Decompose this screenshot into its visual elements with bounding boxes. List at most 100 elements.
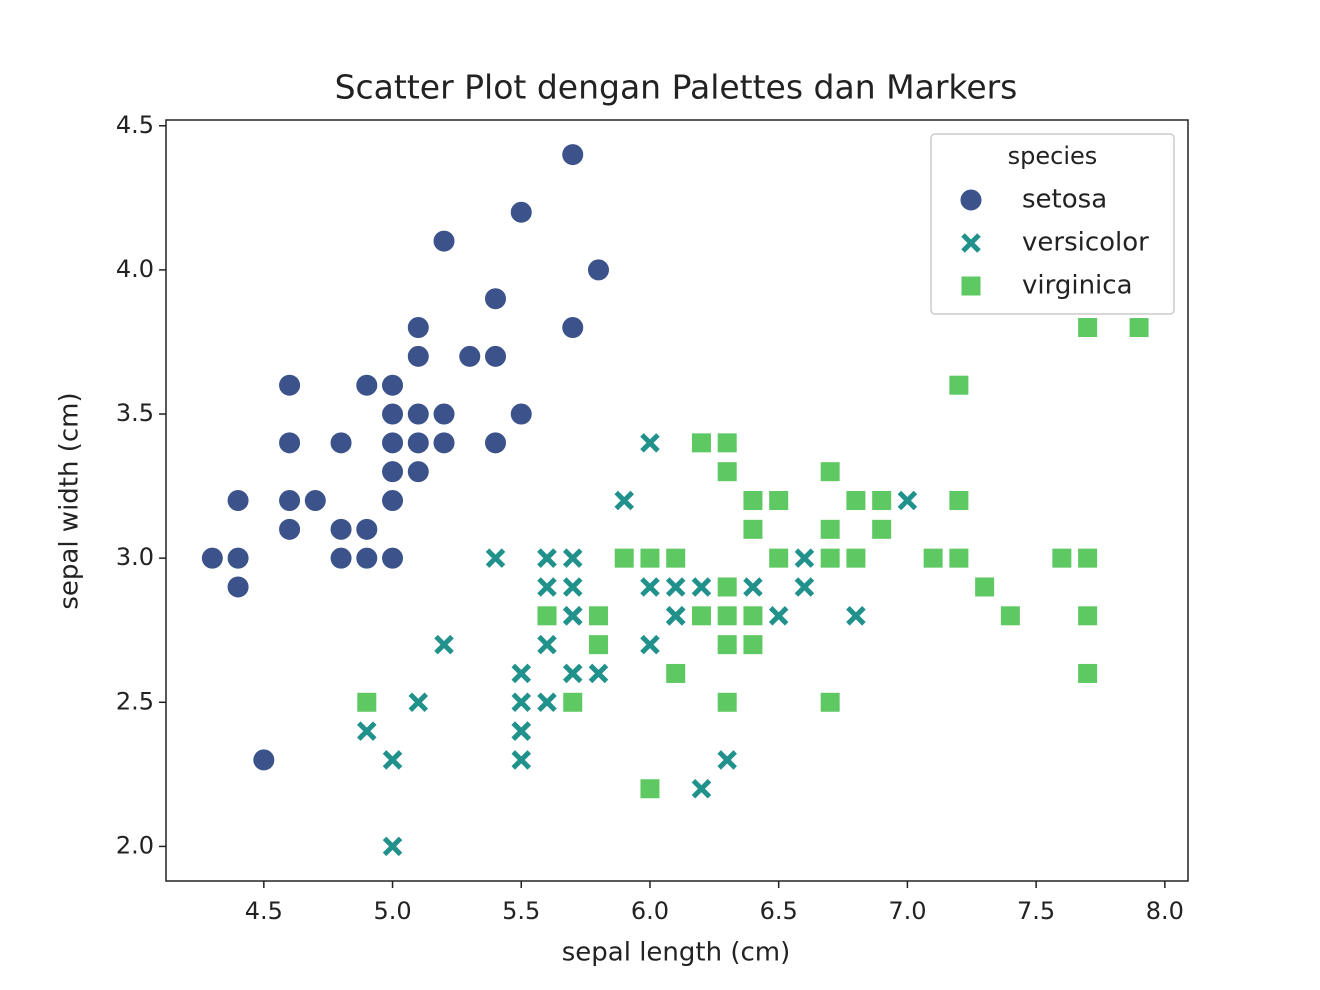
point	[382, 836, 403, 857]
point	[303, 489, 327, 512]
point	[819, 518, 841, 540]
point	[819, 461, 841, 483]
point	[614, 490, 634, 511]
point	[691, 778, 712, 799]
point	[509, 402, 533, 426]
point	[1077, 605, 1099, 627]
point	[509, 200, 533, 224]
y-tick-label: 2.0	[116, 831, 154, 859]
point	[406, 344, 430, 368]
chart-title: Scatter Plot dengan Palettes dan Markers	[335, 68, 1018, 107]
point	[1128, 317, 1150, 339]
point	[717, 750, 737, 770]
y-tick-label: 3.0	[116, 543, 154, 571]
point	[716, 691, 738, 713]
point	[226, 575, 250, 599]
point	[355, 373, 379, 397]
point	[381, 489, 405, 512]
point	[897, 490, 918, 511]
point	[974, 576, 996, 598]
point	[665, 662, 687, 684]
point	[871, 490, 893, 511]
point	[406, 316, 430, 340]
x-tick-label: 6.5	[760, 897, 798, 925]
point	[406, 460, 430, 484]
point	[845, 547, 867, 569]
point	[665, 547, 687, 569]
point	[742, 490, 764, 511]
x-tick-label: 7.5	[1017, 897, 1055, 925]
point	[716, 605, 738, 627]
point	[665, 606, 686, 626]
point	[278, 489, 302, 512]
point	[561, 143, 585, 167]
point	[278, 517, 302, 541]
point	[226, 489, 250, 512]
point	[484, 344, 508, 368]
point	[408, 692, 429, 713]
point	[690, 432, 712, 454]
point	[329, 431, 353, 455]
point	[355, 546, 379, 570]
point	[716, 576, 738, 598]
y-tick-label: 3.5	[116, 399, 154, 427]
y-tick-label: 2.5	[116, 687, 154, 715]
point	[484, 287, 508, 311]
point	[742, 634, 764, 656]
point	[537, 548, 557, 568]
point	[329, 517, 353, 541]
point	[537, 634, 557, 655]
point	[511, 692, 532, 713]
point	[794, 577, 815, 597]
point	[458, 344, 482, 368]
point	[768, 606, 789, 626]
point	[562, 548, 583, 568]
point	[381, 546, 405, 570]
point	[406, 431, 430, 455]
x-tick-label: 6.0	[631, 897, 669, 925]
point	[948, 374, 970, 396]
legend-box	[930, 133, 1175, 315]
point	[640, 433, 660, 453]
point	[406, 402, 430, 426]
point	[252, 748, 276, 772]
point	[381, 402, 405, 426]
point	[819, 547, 841, 569]
point	[356, 691, 378, 713]
x-tick-label: 4.5	[245, 897, 283, 925]
plot-frame	[165, 119, 1189, 882]
point	[613, 547, 635, 569]
point	[381, 431, 405, 455]
point	[716, 461, 738, 483]
y-tick-label: 4.0	[116, 255, 154, 283]
point	[381, 373, 405, 397]
point	[846, 606, 866, 626]
point	[640, 577, 660, 597]
point	[1077, 662, 1099, 684]
point	[432, 431, 456, 455]
point	[562, 663, 583, 684]
point	[768, 490, 790, 511]
point	[588, 663, 609, 684]
point	[329, 546, 353, 570]
point	[278, 431, 302, 455]
y-axis-label: sepal width (cm)	[55, 392, 85, 609]
point	[432, 402, 456, 426]
point	[200, 546, 224, 570]
point	[690, 605, 712, 627]
point	[1051, 547, 1073, 569]
y-tick-label: 4.5	[116, 111, 154, 139]
legend-label: virginica	[1022, 271, 1133, 301]
point	[432, 229, 456, 253]
point	[587, 634, 609, 656]
point	[484, 431, 508, 455]
point	[716, 634, 738, 656]
point	[537, 577, 557, 597]
legend-label: versicolor	[1022, 228, 1149, 258]
point	[922, 547, 944, 569]
point	[485, 548, 506, 568]
point	[586, 258, 610, 282]
point	[537, 692, 557, 713]
x-tick-label: 5.0	[373, 897, 411, 925]
